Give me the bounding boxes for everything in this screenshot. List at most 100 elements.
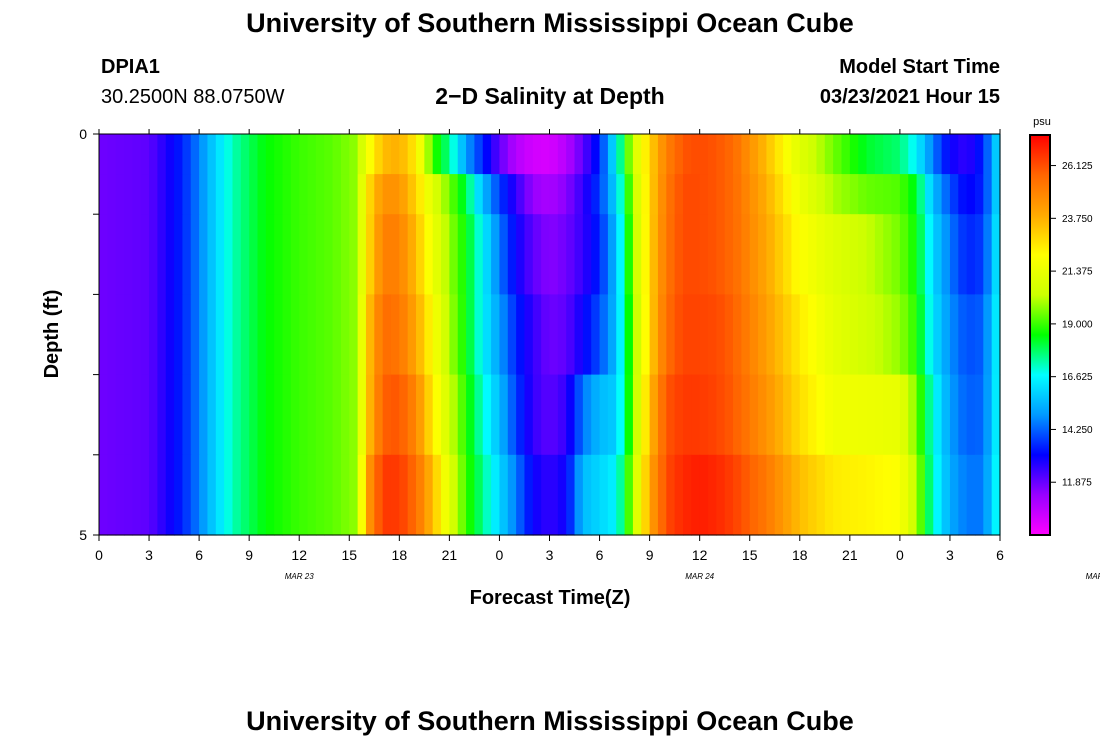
heatmap-cell [866,454,876,536]
heatmap-cell [432,134,442,175]
heatmap-cell [941,294,951,376]
heatmap-cell [340,294,350,376]
heatmap-cell [416,174,425,215]
heatmap-cell [541,134,551,175]
heatmap-cell [749,374,759,456]
heatmap-cell [974,294,984,376]
heatmap-cell [332,134,342,175]
heatmap-cell [899,294,909,376]
heatmap-cell [616,134,626,175]
heatmap-cell [165,294,175,376]
heatmap-cell [874,174,884,215]
heatmap-cell [199,174,209,215]
heatmap-cell [466,134,476,175]
heatmap-cell [733,454,742,536]
heatmap-cell [491,174,501,215]
heatmap-cell [949,174,959,215]
heatmap-cell [190,374,200,456]
heatmap-cell [924,454,934,536]
heatmap-cell [349,214,359,295]
heatmap-cell [557,214,567,295]
heatmap-cell [733,214,742,295]
heatmap-cell [315,294,325,376]
model-start-value: 03/23/2021 Hour 15 [819,86,1000,108]
heatmap-cell [140,454,150,536]
heatmap-cell [758,294,767,376]
heatmap-cell [616,294,626,376]
heatmap-cell [165,174,175,215]
heatmap-cell [908,134,918,175]
heatmap-cell [874,294,884,376]
heatmap-cell [983,134,993,175]
heatmap-cell [674,294,684,376]
heatmap-cell [657,174,667,215]
heatmap-cell [933,454,943,536]
heatmap-cell [332,174,342,215]
heatmap-cell [457,454,467,536]
heatmap-cell [858,174,868,215]
heatmap-cell [215,454,225,536]
heatmap-cell [165,374,175,456]
heatmap-cell [649,374,659,456]
heatmap-cell [766,294,776,376]
heatmap-cell [632,174,642,215]
heatmap-cell [657,454,667,536]
heatmap-cell [607,294,617,376]
heatmap-cell [249,294,259,376]
heatmap-cell [265,214,275,295]
x-tick-label: 0 [496,547,504,563]
heatmap-cell [349,174,359,215]
heatmap-cell [407,454,417,536]
heatmap-cell [808,294,818,376]
heatmap-cell [791,214,801,295]
heatmap-cell [474,454,484,536]
heatmap-cell [774,134,784,175]
heatmap-cell [365,374,375,456]
main-title: University of Southern Mississippi Ocean… [246,8,854,38]
heatmap-cell [941,174,951,215]
heatmap-cell [299,374,309,456]
heatmap-cell [591,294,601,376]
heatmap-cell [516,454,526,536]
heatmap-cell [99,174,108,215]
heatmap-cell [157,174,167,215]
heatmap-cell [966,134,976,175]
heatmap-cell [491,454,501,536]
heatmap-cell [849,374,859,456]
heatmap-cell [616,454,626,536]
heatmap-cell [441,294,450,376]
heatmap-cell [349,134,359,175]
heatmap-cell [182,134,192,175]
x-tick-label: 6 [195,547,203,563]
heatmap-cell [240,454,250,536]
heatmap-cell [657,374,667,456]
colorbar-tick-label: 19.000 [1062,319,1093,330]
heatmap-cell [582,214,592,295]
heatmap-cell [716,374,726,456]
heatmap-cell [607,174,617,215]
heatmap-cell [691,374,701,456]
heatmap-cell [499,174,509,215]
heatmap-cell [824,374,834,456]
x-tick-label: 3 [546,547,554,563]
heatmap-cell [699,454,709,536]
heatmap-cell [641,214,651,295]
heatmap-cell [708,294,717,376]
heatmap-cell [324,374,334,456]
heatmap-cell [566,454,576,536]
heatmap-cell [324,454,334,536]
colorbar-gradient [1029,134,1051,536]
heatmap-cell [274,214,284,295]
heatmap-cell [774,174,784,215]
heatmap-cell [466,174,476,215]
heatmap-cell [824,294,834,376]
heatmap-cell [115,174,125,215]
heatmap-cell [457,174,467,215]
heatmap-cell [224,454,234,536]
heatmap-cell [149,134,158,175]
heatmap-cell [791,374,801,456]
heatmap-cell [874,454,884,536]
heatmap-cell [666,374,676,456]
heatmap-cell [382,214,392,295]
